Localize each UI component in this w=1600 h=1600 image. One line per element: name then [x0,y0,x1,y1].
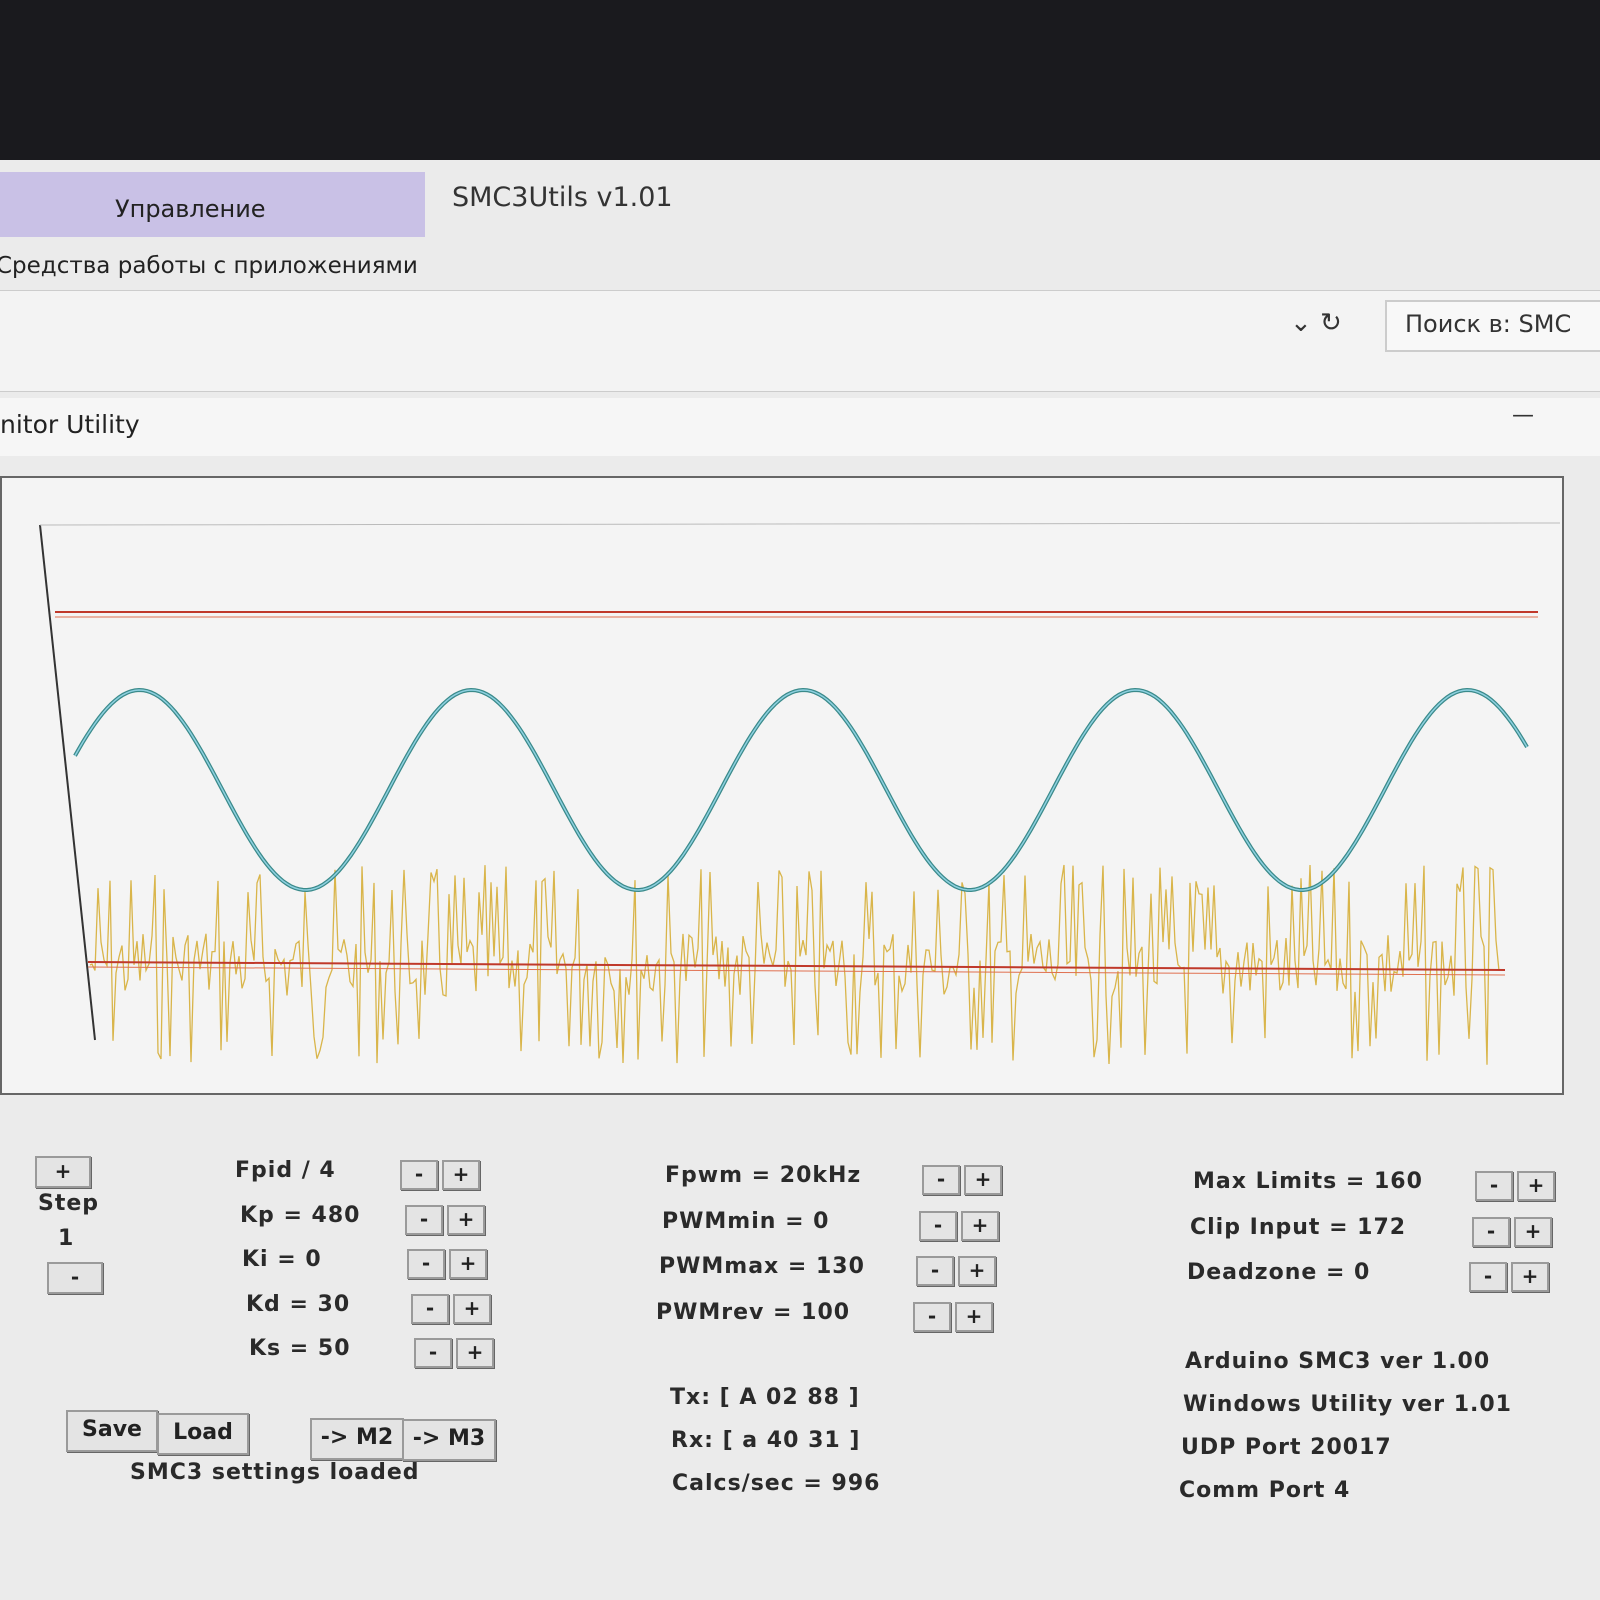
window-title: nitor Utility [0,410,140,439]
param-plus-button[interactable]: + [955,1301,993,1332]
serial-status: Calcs/sec = 996 [672,1471,881,1496]
param-minus-button[interactable]: - [407,1249,445,1279]
param-label: Deadzone = 0 [1187,1260,1371,1285]
step-minus-button[interactable]: - [47,1262,103,1294]
param-minus-button[interactable]: - [1469,1262,1507,1292]
version-info: Windows Utility ver 1.01 [1183,1392,1512,1417]
param-label: PWMrev = 100 [656,1299,851,1325]
step-plus-button[interactable]: + [35,1156,91,1188]
dropdown-icon[interactable]: ⌄ ↻ [1290,308,1342,338]
param-minus-button[interactable]: - [1475,1171,1513,1201]
version-info: Comm Port 4 [1179,1478,1351,1503]
param-minus-button[interactable]: - [922,1165,960,1195]
param-label: PWMmin = 0 [662,1208,830,1234]
center-line [87,961,1506,971]
param-label: Fpwm = 20kHz [665,1163,862,1188]
step-label: Step [38,1191,100,1216]
param-minus-button[interactable]: - [400,1160,438,1190]
param-minus-button[interactable]: - [913,1301,951,1332]
action-button[interactable]: -> M2 [310,1418,404,1460]
param-label: Kp = 480 [240,1202,361,1228]
target-trace [74,689,1528,891]
ribbon-tab[interactable]: Управление [115,195,266,223]
param-minus-button[interactable]: - [411,1293,449,1324]
param-minus-button[interactable]: - [405,1204,443,1235]
param-label: PWMmax = 130 [659,1254,865,1279]
ribbon-tab-bg [0,172,425,237]
plot-top-edge [39,522,1561,526]
param-minus-button[interactable]: - [919,1210,957,1241]
param-plus-button[interactable]: + [442,1160,480,1190]
param-label: Ki = 0 [242,1247,322,1272]
param-plus-button[interactable]: + [1517,1171,1555,1201]
action-button[interactable]: Save [66,1410,158,1452]
search-text[interactable]: Поиск в: SMC [1405,310,1572,338]
app-title: SMC3Utils v1.01 [452,182,673,213]
param-plus-button[interactable]: + [964,1165,1002,1195]
param-label: Max Limits = 160 [1193,1169,1423,1194]
param-minus-button[interactable]: - [1472,1216,1510,1247]
param-plus-button[interactable]: + [1514,1216,1552,1247]
version-info: Arduino SMC3 ver 1.00 [1185,1349,1491,1374]
plot-left-edge [39,524,96,1041]
param-label: Ks = 50 [249,1336,351,1361]
center-line [87,966,1506,976]
param-plus-button[interactable]: + [456,1338,494,1368]
param-label: Kd = 30 [246,1291,351,1317]
param-plus-button[interactable]: + [447,1204,485,1235]
param-label: Clip Input = 172 [1190,1214,1407,1240]
param-plus-button[interactable]: + [453,1293,491,1324]
param-plus-button[interactable]: + [961,1210,999,1241]
param-plus-button[interactable]: + [449,1249,487,1279]
minimize-button[interactable]: — [1512,403,1534,428]
plot-panel [0,476,1564,1095]
search-box[interactable] [1385,300,1600,352]
feedback-trace [73,687,1529,893]
status-message: SMC3 settings loaded [130,1460,420,1485]
ribbon-group: Средства работы с приложениями [0,253,418,279]
serial-status: Tx: [ A 02 88 ] [670,1385,860,1410]
action-button[interactable]: Load [157,1413,249,1455]
step-value: 1 [58,1226,75,1251]
param-label: Fpid / 4 [235,1158,336,1183]
param-plus-button[interactable]: + [1511,1262,1549,1292]
version-info: UDP Port 20017 [1181,1435,1392,1460]
param-minus-button[interactable]: - [916,1256,954,1286]
action-button[interactable]: -> M3 [402,1419,496,1461]
error-trace [89,864,1500,1065]
param-plus-button[interactable]: + [958,1256,996,1286]
window-title-bar [0,398,1600,456]
address-bar [0,290,1600,392]
param-minus-button[interactable]: - [414,1338,452,1368]
serial-status: Rx: [ a 40 31 ] [671,1428,861,1453]
